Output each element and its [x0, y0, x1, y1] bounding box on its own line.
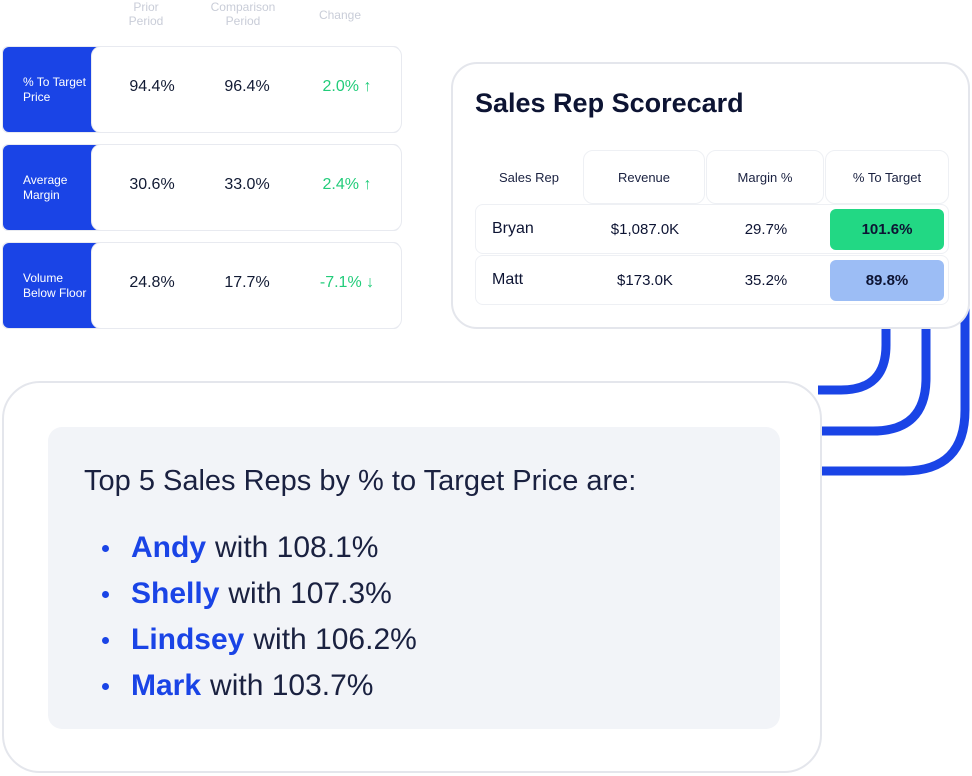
summary-heading: Top 5 Sales Reps by % to Target Price ar…	[84, 465, 637, 497]
bullet-icon	[102, 590, 109, 598]
rep-revenue: $1,087.0K	[610, 221, 680, 238]
kpi-change-value: 2.0% ↑	[322, 78, 372, 95]
kpi-label: Volume Below Floor	[3, 243, 99, 328]
rep-value: with 107.3%	[228, 577, 392, 610]
rep-target-badge: 101.6%	[830, 209, 944, 250]
kpi-change-value: 2.4% ↑	[322, 176, 372, 193]
kpi-comparison-value: 96.4%	[224, 78, 270, 95]
scorecard-header-to-target: % To Target	[825, 150, 949, 204]
rep-margin: 29.7%	[744, 221, 788, 238]
scorecard-header-sales-rep: Sales Rep	[477, 150, 581, 204]
kpi-prior-value: 24.8%	[129, 274, 175, 291]
list-item: Andy with 108.1%	[102, 525, 417, 571]
scorecard-title: Sales Rep Scorecard	[475, 88, 744, 118]
kpi-label: % To Target Price	[3, 47, 99, 132]
rep-value: with 108.1%	[215, 531, 379, 564]
kpi-prior-value: 94.4%	[129, 78, 175, 95]
list-item: Mark with 103.7%	[102, 663, 417, 709]
rep-value: with 106.2%	[253, 623, 417, 656]
rep-revenue: $173.0K	[617, 272, 673, 289]
rep-name: Andy	[131, 531, 206, 564]
top-reps-list: Andy with 108.1% Shelly with 107.3% Lindse…	[102, 525, 417, 709]
summary-panel: Top 5 Sales Reps by % to Target Price ar…	[48, 427, 780, 729]
kpi-change-value: -7.1% ↓	[319, 274, 375, 291]
rep-name: Matt	[492, 271, 524, 288]
kpi-row-average-margin: Average Margin 30.6% 33.0% 2.4% ↑	[2, 144, 402, 231]
connector-arc-inner	[818, 328, 891, 395]
column-header-comparison-period: Comparison Period	[210, 0, 276, 28]
rep-value: with 103.7%	[210, 669, 374, 702]
kpi-comparison-value: 33.0%	[224, 176, 270, 193]
bullet-icon	[102, 682, 109, 690]
table-row: Matt $173.0K 35.2% 89.8%	[475, 255, 949, 305]
scorecard-header-revenue: Revenue	[583, 150, 705, 204]
kpi-label: Average Margin	[3, 145, 99, 230]
kpi-row-volume-below-floor: Volume Below Floor 24.8% 17.7% -7.1% ↓	[2, 242, 402, 329]
kpi-values-card: 94.4% 96.4% 2.0% ↑	[91, 46, 402, 133]
rep-target-badge: 89.8%	[830, 260, 944, 301]
summary-card: Top 5 Sales Reps by % to Target Price ar…	[2, 381, 822, 773]
rep-name: Shelly	[131, 577, 220, 610]
arrow-down-icon: ↓	[366, 274, 375, 291]
kpi-row-target-price: % To Target Price 94.4% 96.4% 2.0% ↑	[2, 46, 402, 133]
arrow-up-icon: ↑	[363, 176, 372, 193]
bullet-icon	[102, 544, 109, 552]
scorecard-header-margin: Margin %	[706, 150, 824, 204]
rep-name: Lindsey	[131, 623, 245, 656]
kpi-values-card: 24.8% 17.7% -7.1% ↓	[91, 242, 402, 329]
column-header-change: Change	[318, 8, 362, 22]
kpi-comparison-value: 17.7%	[224, 274, 270, 291]
list-item: Lindsey with 106.2%	[102, 617, 417, 663]
list-item: Shelly with 107.3%	[102, 571, 417, 617]
kpi-values-card: 30.6% 33.0% 2.4% ↑	[91, 144, 402, 231]
sales-rep-scorecard: Sales Rep Scorecard Sales Rep Revenue Ma…	[451, 62, 970, 329]
table-row: Bryan $1,087.0K 29.7% 101.6%	[475, 204, 949, 254]
rep-margin: 35.2%	[744, 272, 788, 289]
column-header-prior-period: Prior Period	[128, 0, 164, 28]
rep-name: Bryan	[492, 220, 534, 237]
arrow-up-icon: ↑	[363, 78, 372, 95]
bullet-icon	[102, 636, 109, 644]
rep-name: Mark	[131, 669, 202, 702]
kpi-prior-value: 30.6%	[129, 176, 175, 193]
